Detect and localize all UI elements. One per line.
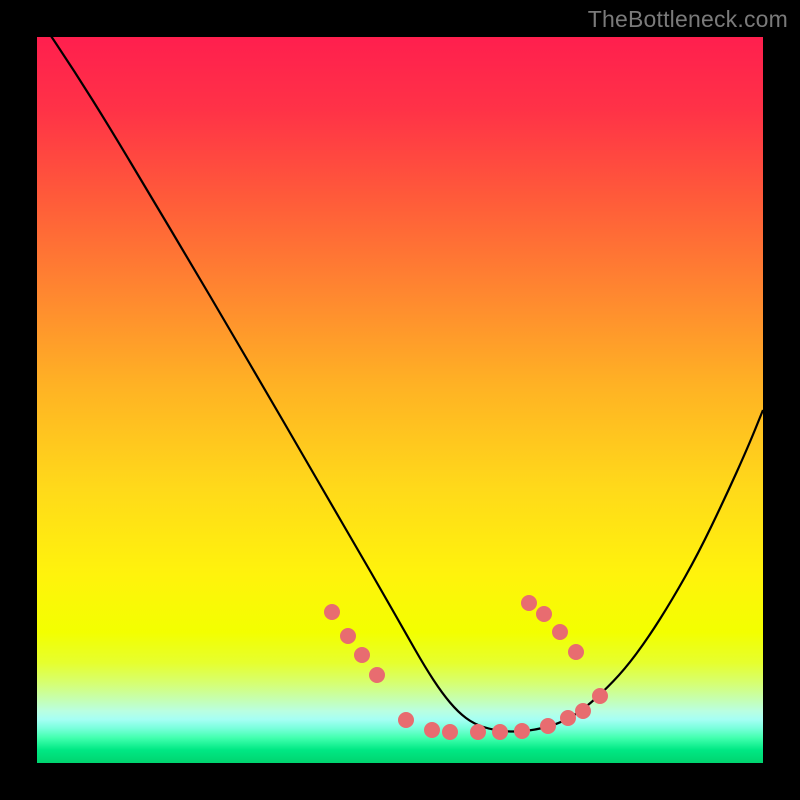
data-marker xyxy=(561,711,576,726)
data-marker xyxy=(541,719,556,734)
chart-frame: TheBottleneck.com xyxy=(0,0,800,800)
data-marker xyxy=(537,607,552,622)
plot-svg xyxy=(0,0,800,800)
data-marker xyxy=(493,725,508,740)
data-marker xyxy=(355,648,370,663)
gradient-background xyxy=(37,37,763,763)
data-marker xyxy=(522,596,537,611)
data-marker xyxy=(370,668,385,683)
data-marker xyxy=(399,713,414,728)
data-marker xyxy=(471,725,486,740)
data-marker xyxy=(569,645,584,660)
data-marker xyxy=(593,689,608,704)
data-marker xyxy=(425,723,440,738)
data-marker xyxy=(553,625,568,640)
data-marker xyxy=(515,724,530,739)
watermark-text: TheBottleneck.com xyxy=(588,6,788,33)
data-marker xyxy=(325,605,340,620)
data-marker xyxy=(341,629,356,644)
data-marker xyxy=(576,704,591,719)
data-marker xyxy=(443,725,458,740)
